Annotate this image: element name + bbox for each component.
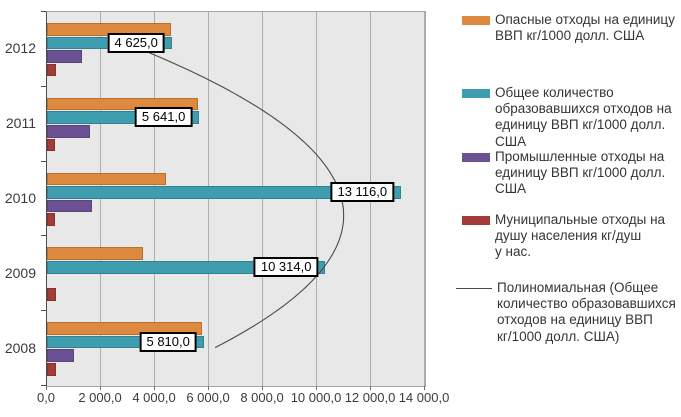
legend-label-line: количество образовавшихся xyxy=(497,296,676,312)
bar-hazardous-2010 xyxy=(47,172,166,186)
legend-label-line: отходов на единицу ВВП xyxy=(497,312,653,328)
x-axis-tick xyxy=(316,386,317,390)
legend-item-industrial-waste-legend: Промышленные отходы на единицу ВВП кг/100… xyxy=(462,149,665,198)
bar-municipal-2010 xyxy=(47,213,55,226)
bar-industrial-2012 xyxy=(47,50,83,63)
bar-industrial-2010 xyxy=(47,199,92,213)
legend-label-line: у нас. xyxy=(495,244,531,260)
gridline-8000 xyxy=(262,12,263,386)
series-swatch-icon xyxy=(462,216,490,225)
legend-label-line: США xyxy=(495,133,527,149)
legend-label: Общее количество образовавшихся отходов н… xyxy=(495,85,672,150)
y-axis-label-2010: 2010 xyxy=(4,189,36,206)
bar-municipal-2009 xyxy=(47,288,56,301)
x-axis-label-14000: 14 000,0 xyxy=(398,390,450,405)
x-axis-label-10000: 10 000,0 xyxy=(290,390,342,405)
bar-municipal-2012 xyxy=(47,63,56,77)
legend-label-line: Общее количество xyxy=(495,85,614,100)
x-axis-tick xyxy=(370,386,371,390)
legend-label-line: Промышленные отходы на xyxy=(495,149,665,164)
data-label-2008: 5 810,0 xyxy=(139,331,197,352)
bar-hazardous-2012 xyxy=(47,23,172,36)
data-label-2010: 13 116,0 xyxy=(330,182,395,203)
bar-total-2010 xyxy=(47,186,402,199)
x-axis-label-6000: 6 000,0 xyxy=(186,390,230,405)
bar-municipal-2008 xyxy=(47,363,57,376)
y-axis-label-2012: 2012 xyxy=(4,40,36,57)
bar-hazardous-2009 xyxy=(47,247,143,260)
x-axis-tick xyxy=(424,386,425,390)
legend-label: Промышленные отходы на единицу ВВП кг/100… xyxy=(495,149,665,198)
y-axis-tick xyxy=(41,85,46,87)
y-axis-label-2009: 2009 xyxy=(4,264,36,281)
y-axis-tick xyxy=(41,160,46,162)
series-swatch-icon xyxy=(462,153,490,162)
legend-label-line: Опасные отходы на единицу xyxy=(495,12,675,27)
legend-label: Опасные отходы на единицу ВВП кг/1000 дол… xyxy=(495,12,675,44)
legend-item-hazardous-waste-legend: Опасные отходы на единицу ВВП кг/1000 дол… xyxy=(462,12,675,44)
gridline-2000 xyxy=(100,12,101,386)
y-axis-tick xyxy=(41,385,46,386)
gridline-6000 xyxy=(208,12,209,386)
data-label-2009: 10 314,0 xyxy=(253,256,319,277)
gridline-10000 xyxy=(316,12,317,386)
legend-label-line: США xyxy=(495,181,527,197)
x-axis-tick xyxy=(100,386,101,390)
x-axis-label-12000: 12 000,0 xyxy=(344,390,396,405)
data-label-2012: 4 625,0 xyxy=(107,32,165,53)
y-axis-tick xyxy=(41,310,46,312)
trendline-swatch-icon xyxy=(456,288,492,289)
bar-municipal-2011 xyxy=(47,138,56,152)
bar-hazardous-2008 xyxy=(47,322,203,335)
y-axis-label-2008: 2008 xyxy=(4,339,36,356)
legend-label: Муниципальные отходы на душу населения кг… xyxy=(495,212,665,261)
y-axis-tick xyxy=(41,11,46,12)
legend-label-line: кг/1000 долл. США) xyxy=(497,328,620,344)
x-axis-tick xyxy=(154,386,155,390)
series-swatch-icon xyxy=(462,16,490,25)
legend-label-line: душу населения кг/душ xyxy=(495,228,642,244)
legend-label-line: единицу ВВП кг/1000 долл. xyxy=(495,165,666,181)
legend-label: Полиномиальная (Общее количество образова… xyxy=(497,280,676,345)
y-axis-label-2011: 2011 xyxy=(5,115,36,132)
legend-item-total-waste-legend: Общее количество образовавшихся отходов н… xyxy=(462,85,672,150)
legend-label-line: ВВП кг/1000 долл. США xyxy=(495,28,645,44)
gridline-14000 xyxy=(424,12,425,386)
bar-industrial-2011 xyxy=(47,125,91,138)
x-axis-label-0: 0,0 xyxy=(36,390,56,405)
legend-label-line: образовавшихся отходов на xyxy=(495,101,672,117)
bar-industrial-2008 xyxy=(47,349,74,362)
legend-label-line: Муниципальные отходы на xyxy=(495,212,666,227)
trendline-curve xyxy=(138,47,345,349)
series-swatch-icon xyxy=(462,89,490,98)
x-axis-label-4000: 4 000,0 xyxy=(132,390,176,405)
bar-hazardous-2011 xyxy=(47,97,199,111)
x-axis-tick xyxy=(262,386,263,390)
data-label-2011: 5 641,0 xyxy=(134,107,193,128)
legend-item-polynomial-trend-legend: Полиномиальная (Общее количество образова… xyxy=(456,280,676,345)
gridline-4000 xyxy=(154,12,155,386)
y-axis-tick xyxy=(41,235,46,237)
legend-label-line: единицу ВВП кг/1000 долл. xyxy=(495,117,666,133)
legend-label-line: Полиномиальная (Общее xyxy=(497,280,659,295)
x-axis-tick xyxy=(46,386,47,390)
x-axis-tick xyxy=(208,386,209,390)
legend-item-municipal-waste-legend: Муниципальные отходы на душу населения кг… xyxy=(462,212,665,261)
x-axis-label-8000: 8 000,0 xyxy=(240,390,284,405)
x-axis-label-2000: 2 000,0 xyxy=(78,390,122,405)
